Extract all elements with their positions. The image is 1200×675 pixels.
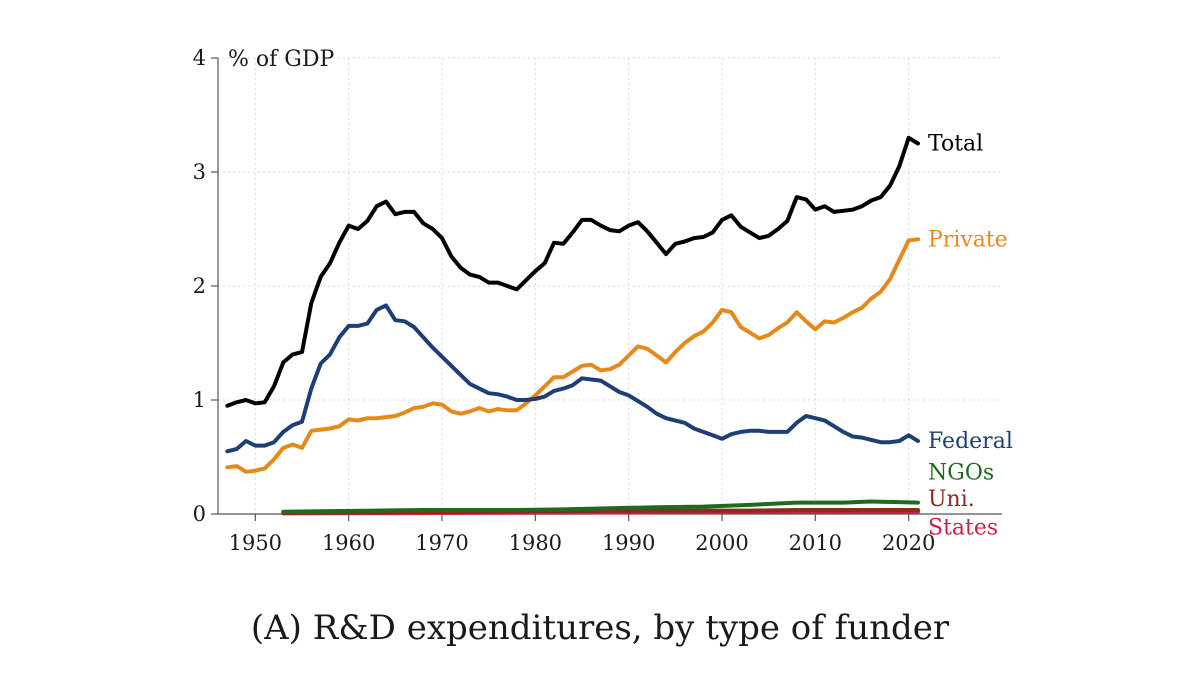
series-label-states: States: [928, 516, 998, 541]
x-tick-label: 1990: [602, 531, 655, 555]
y-tick-label: 0: [193, 502, 206, 526]
y-axis-title: % of GDP: [228, 47, 334, 72]
y-tick-label: 1: [193, 388, 206, 412]
figure-caption: (A) R&D expenditures, by type of funder: [0, 608, 1200, 648]
panel-label: (A): [250, 608, 302, 648]
series-label-total: Total: [928, 132, 983, 157]
x-tick-label: 2010: [789, 531, 842, 555]
series-line-federal: [225, 303, 920, 454]
series-label-ngos: NGOs: [928, 461, 994, 486]
y-tick-label: 3: [193, 160, 206, 184]
x-tick-label: 2020: [882, 531, 935, 555]
caption-text: R&D expenditures, by type of funder: [312, 608, 950, 648]
series-line-ngos: [281, 499, 920, 514]
x-tick-label: 1950: [229, 531, 282, 555]
series-label-federal: Federal: [928, 429, 1013, 454]
series-label-uni: Uni.: [928, 487, 975, 512]
y-tick-label: 4: [193, 46, 206, 70]
line-chart: 0 1 2 3 4 1950 1960 1970 1980 1990 2000 2010 2020 To…: [193, 46, 1013, 555]
y-tick-label: 2: [193, 274, 206, 298]
series-lines: [225, 135, 920, 516]
x-tick-label: 1960: [322, 531, 375, 555]
series-line-private: [225, 237, 920, 474]
x-tick-label: 2000: [695, 531, 748, 555]
x-tick-label: 1970: [415, 531, 468, 555]
x-tick-label: 1980: [509, 531, 562, 555]
series-label-private: Private: [928, 227, 1008, 252]
series-line-total: [225, 135, 920, 408]
